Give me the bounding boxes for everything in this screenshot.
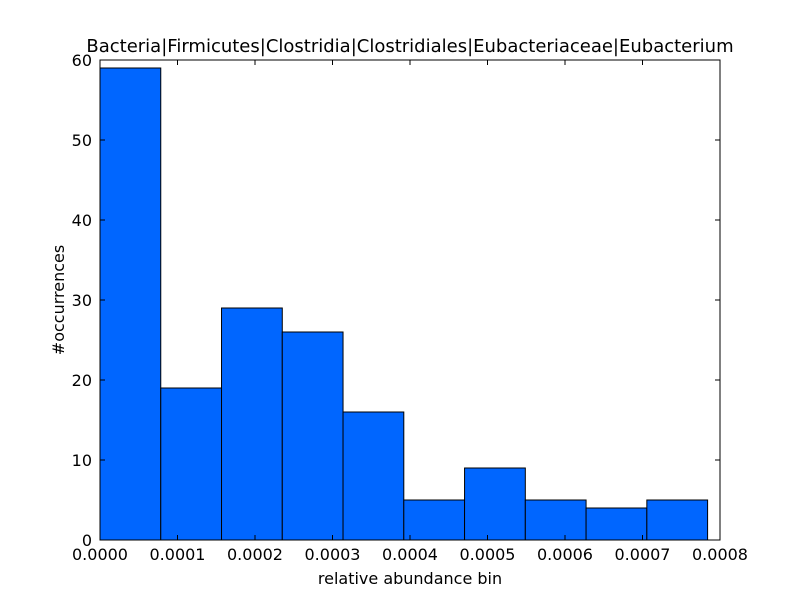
x-tick-label: 0.0006 bbox=[537, 545, 593, 564]
y-axis-ticks: 0 10 20 30 40 50 60 bbox=[72, 51, 720, 550]
x-tick-label: 0.0004 bbox=[382, 545, 438, 564]
x-tick-label: 0.0001 bbox=[150, 545, 206, 564]
x-tick-label: 0.0007 bbox=[615, 545, 671, 564]
x-axis-ticks: 0.0000 0.0001 0.0002 0.0003 0.0004 0.0005 0.00… bbox=[72, 60, 748, 564]
histogram-bar bbox=[524, 499, 587, 541]
y-tick-label: 30 bbox=[72, 291, 92, 310]
y-tick-label: 20 bbox=[72, 371, 92, 390]
histogram-bar bbox=[585, 507, 648, 541]
y-tick-label: 60 bbox=[72, 51, 92, 70]
histogram-bar bbox=[160, 387, 223, 541]
histogram-bar bbox=[221, 307, 283, 541]
x-tick-label: 0.0003 bbox=[305, 545, 361, 564]
histogram-bar bbox=[281, 331, 344, 541]
x-tick-label: 0.0008 bbox=[692, 545, 748, 564]
histogram-bar bbox=[464, 467, 526, 541]
x-tick-label: 0.0005 bbox=[460, 545, 516, 564]
x-tick-label: 0.0000 bbox=[72, 545, 128, 564]
x-axis-label: relative abundance bin bbox=[318, 569, 502, 588]
histogram-bar bbox=[646, 499, 709, 541]
y-tick-label: 40 bbox=[72, 211, 92, 230]
histogram-bar bbox=[403, 499, 466, 541]
chart-title: Bacteria|Firmicutes|Clostridia|Clostridi… bbox=[86, 36, 733, 57]
y-axis-label: #occurrences bbox=[49, 245, 68, 355]
histogram-bar bbox=[342, 411, 405, 541]
y-tick-label: 0 bbox=[82, 531, 92, 550]
y-tick-label: 10 bbox=[72, 451, 92, 470]
y-tick-label: 50 bbox=[72, 131, 92, 150]
bars-group bbox=[99, 67, 709, 541]
x-tick-label: 0.0002 bbox=[227, 545, 283, 564]
histogram-bar bbox=[99, 67, 162, 541]
